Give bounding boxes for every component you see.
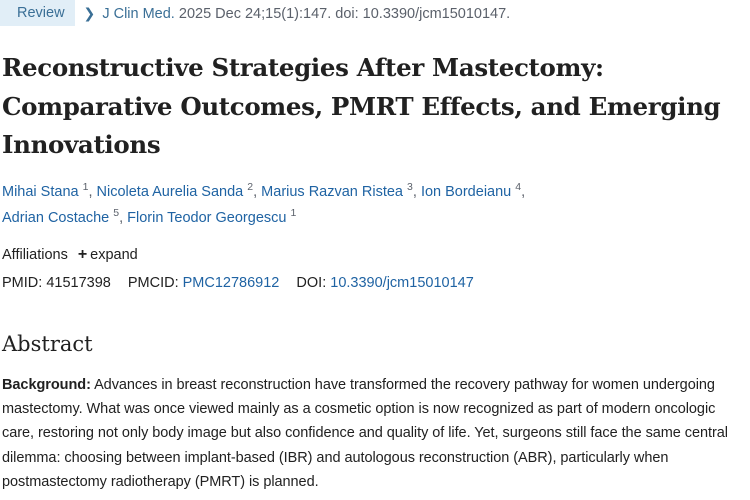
author-affiliation-number[interactable]: 1 — [82, 181, 89, 193]
author-list: Mihai Stana 1, Nicoleta Aurelia Sanda 2,… — [2, 181, 526, 226]
author-affiliation-number[interactable]: 1 — [290, 206, 297, 219]
citation-details: 2025 Dec 24;15(1):147. doi: 10.3390/jcm1… — [178, 5, 511, 22]
expand-label[interactable]: expand — [90, 247, 138, 263]
doi-label: DOI: — [296, 275, 327, 291]
pmid-label: PMID: — [2, 275, 43, 291]
article-title: Reconstructive Strategies After Mastecto… — [2, 53, 721, 159]
background-text: Advances in breast reconstruction have t… — [2, 377, 728, 490]
article-type-badge: Review — [0, 0, 75, 26]
author-link[interactable]: Florin Teodor Georgescu — [127, 209, 287, 226]
abstract-background-paragraph: Background: Advances in breast reconstru… — [2, 373, 746, 494]
article-identifiers: PMID: 41517398 PMCID: PMC12786912 DOI: 1… — [2, 275, 474, 291]
author-affiliation-number[interactable]: 4 — [515, 181, 522, 193]
journal-link[interactable]: J Clin Med. — [102, 5, 175, 22]
background-label: Background: — [2, 377, 91, 393]
pmcid-label: PMCID: — [127, 275, 179, 291]
abstract-heading: Abstract — [2, 332, 93, 356]
article-header: Review ❯ J Clin Med. 2025 Dec 24;15(1):1… — [0, 0, 510, 26]
chevron-right-icon[interactable]: ❯ — [83, 4, 96, 21]
author-affiliation-number[interactable]: 3 — [407, 181, 413, 193]
plus-icon[interactable]: + — [77, 246, 88, 263]
author-link[interactable]: Nicoleta Aurelia Sanda — [96, 184, 244, 200]
citation-line: ❯ J Clin Med. 2025 Dec 24;15(1):147. doi… — [84, 5, 511, 22]
author-link[interactable]: Ion Bordeianu — [420, 184, 512, 200]
affiliations-label: Affiliations — [2, 247, 68, 263]
author-affiliation-number[interactable]: 5 — [113, 206, 120, 219]
author-link[interactable]: Mihai Stana — [2, 184, 79, 200]
author-link[interactable]: Adrian Costache — [2, 209, 110, 226]
affiliations-toggle[interactable]: Affiliations + expand — [2, 246, 138, 264]
author-affiliation-number[interactable]: 2 — [247, 181, 254, 193]
pmcid-link[interactable]: PMC12786912 — [182, 275, 280, 291]
pmid-value: 41517398 — [46, 275, 111, 291]
doi-link[interactable]: 10.3390/jcm15010147 — [330, 275, 474, 291]
author-link[interactable]: Marius Razvan Ristea — [261, 184, 403, 200]
